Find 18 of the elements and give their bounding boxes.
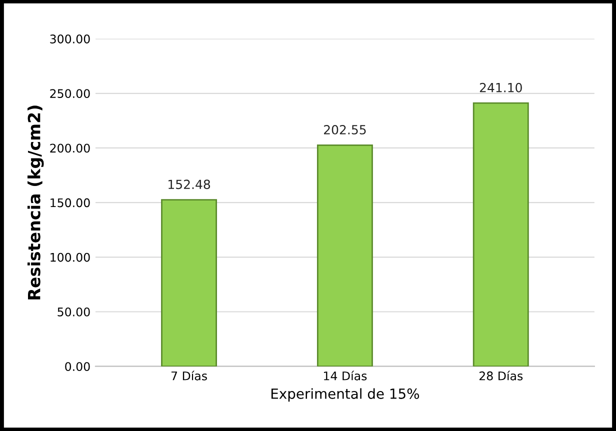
bar bbox=[472, 102, 529, 366]
data-label: 202.55 bbox=[324, 124, 366, 134]
y-tick-label: 150.00 bbox=[50, 198, 90, 208]
x-tick-label: 7 Días bbox=[171, 370, 207, 380]
y-tick-label: 200.00 bbox=[50, 144, 90, 153]
data-label: 241.10 bbox=[480, 82, 522, 92]
data-label: 152.48 bbox=[168, 180, 210, 190]
bar bbox=[316, 144, 373, 366]
x-axis-title: Experimental de 15% bbox=[271, 388, 420, 402]
y-tick-label: 0.00 bbox=[65, 362, 90, 372]
y-tick-label: 50.00 bbox=[58, 307, 90, 316]
y-tick-label: 250.00 bbox=[50, 89, 90, 98]
bar bbox=[161, 199, 218, 366]
y-axis-title: Resistencia (kg/cm2) bbox=[27, 106, 44, 300]
y-tick-label: 300.00 bbox=[50, 34, 90, 44]
y-tick-label: 100.00 bbox=[50, 252, 90, 262]
x-tick-label: 28 Días bbox=[479, 370, 523, 380]
x-tick-label: 14 Días bbox=[324, 370, 367, 380]
